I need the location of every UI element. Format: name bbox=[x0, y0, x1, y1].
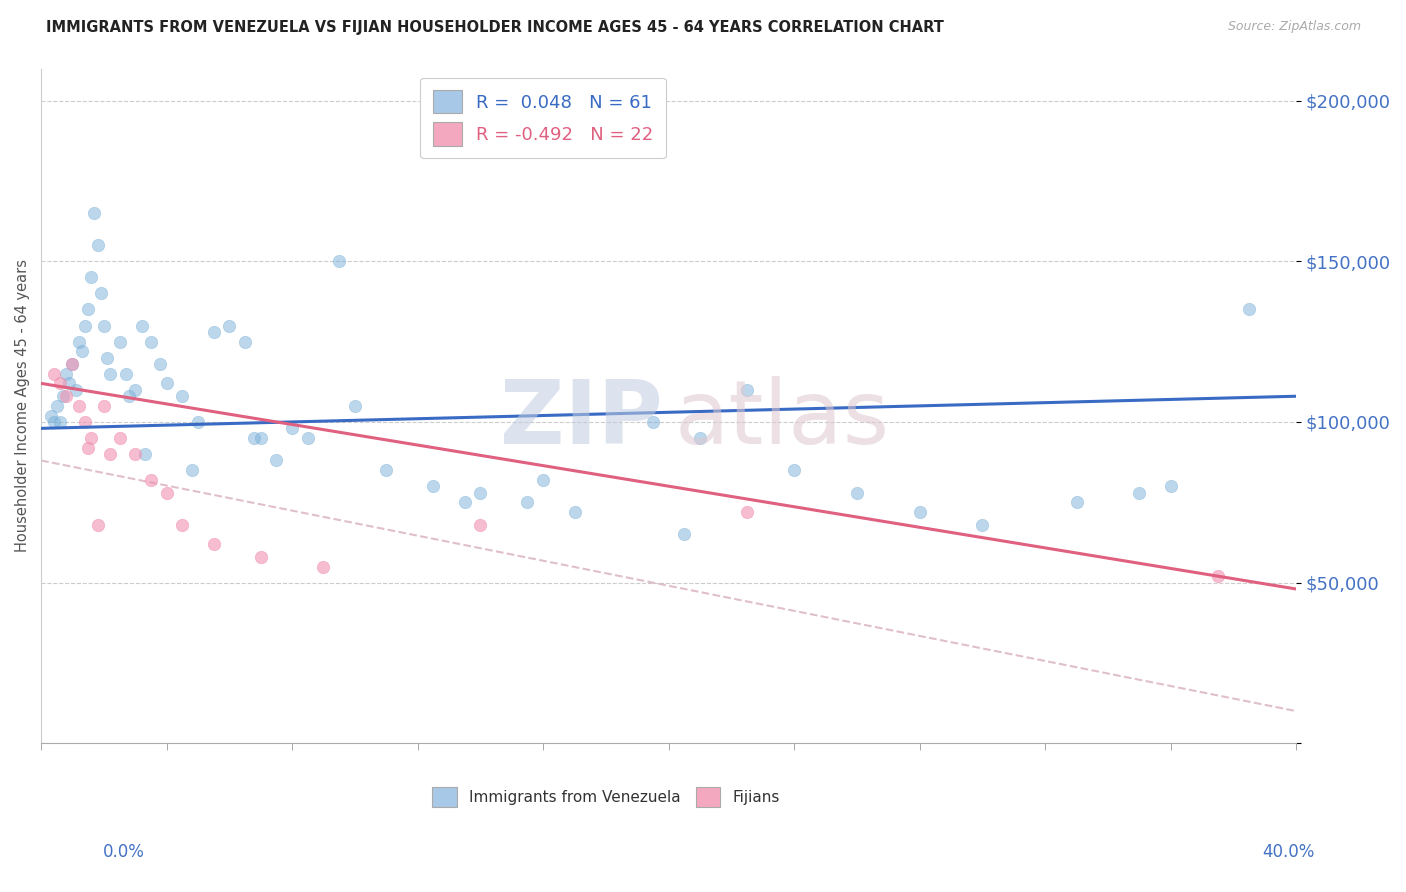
Point bbox=[149, 357, 172, 371]
Point bbox=[908, 505, 931, 519]
Point bbox=[1128, 485, 1150, 500]
Point bbox=[118, 389, 141, 403]
Text: IMMIGRANTS FROM VENEZUELA VS FIJIAN HOUSEHOLDER INCOME AGES 45 - 64 YEARS CORREL: IMMIGRANTS FROM VENEZUELA VS FIJIAN HOUS… bbox=[46, 20, 945, 35]
Point bbox=[1066, 495, 1088, 509]
Point bbox=[218, 318, 240, 333]
Point bbox=[187, 415, 209, 429]
Point bbox=[131, 318, 153, 333]
Point bbox=[70, 344, 93, 359]
Point bbox=[55, 389, 77, 403]
Point bbox=[531, 473, 554, 487]
Point bbox=[673, 527, 696, 541]
Point bbox=[470, 517, 492, 532]
Point bbox=[297, 431, 319, 445]
Point bbox=[156, 485, 179, 500]
Point bbox=[172, 389, 194, 403]
Point bbox=[564, 505, 586, 519]
Text: 40.0%: 40.0% bbox=[1263, 843, 1315, 861]
Point bbox=[98, 367, 121, 381]
Point bbox=[243, 431, 266, 445]
Point bbox=[52, 389, 75, 403]
Point bbox=[249, 431, 271, 445]
Point bbox=[422, 479, 444, 493]
Point bbox=[98, 447, 121, 461]
Point bbox=[62, 357, 84, 371]
Text: Source: ZipAtlas.com: Source: ZipAtlas.com bbox=[1227, 20, 1361, 33]
Point bbox=[90, 286, 112, 301]
Point bbox=[249, 549, 271, 564]
Point bbox=[134, 447, 156, 461]
Text: atlas: atlas bbox=[675, 376, 890, 463]
Point bbox=[972, 517, 994, 532]
Point bbox=[108, 334, 131, 349]
Text: ZIP: ZIP bbox=[499, 376, 662, 463]
Point bbox=[67, 399, 90, 413]
Point bbox=[689, 431, 711, 445]
Point bbox=[42, 367, 65, 381]
Point bbox=[42, 415, 65, 429]
Point bbox=[124, 447, 146, 461]
Point bbox=[86, 517, 108, 532]
Point bbox=[83, 206, 105, 220]
Point bbox=[49, 376, 72, 391]
Point bbox=[93, 318, 115, 333]
Legend: Immigrants from Venezuela, Fijians: Immigrants from Venezuela, Fijians bbox=[426, 781, 786, 814]
Point bbox=[77, 302, 100, 317]
Point bbox=[641, 415, 664, 429]
Point bbox=[77, 441, 100, 455]
Point bbox=[86, 238, 108, 252]
Point bbox=[202, 537, 225, 551]
Point bbox=[96, 351, 118, 365]
Point bbox=[202, 325, 225, 339]
Point bbox=[45, 399, 67, 413]
Point bbox=[80, 270, 103, 285]
Point bbox=[73, 318, 96, 333]
Point bbox=[470, 485, 492, 500]
Y-axis label: Householder Income Ages 45 - 64 years: Householder Income Ages 45 - 64 years bbox=[15, 260, 30, 552]
Point bbox=[281, 421, 304, 435]
Point bbox=[180, 463, 202, 477]
Point bbox=[735, 383, 758, 397]
Point bbox=[454, 495, 477, 509]
Point bbox=[845, 485, 868, 500]
Point bbox=[114, 367, 136, 381]
Point bbox=[73, 415, 96, 429]
Point bbox=[93, 399, 115, 413]
Point bbox=[1160, 479, 1182, 493]
Point bbox=[172, 517, 194, 532]
Point bbox=[735, 505, 758, 519]
Point bbox=[49, 415, 72, 429]
Point bbox=[1206, 569, 1229, 583]
Point bbox=[375, 463, 398, 477]
Text: 0.0%: 0.0% bbox=[103, 843, 145, 861]
Point bbox=[139, 473, 162, 487]
Point bbox=[266, 453, 288, 467]
Point bbox=[62, 357, 84, 371]
Point bbox=[233, 334, 256, 349]
Point bbox=[80, 431, 103, 445]
Point bbox=[39, 409, 62, 423]
Point bbox=[516, 495, 538, 509]
Point bbox=[108, 431, 131, 445]
Point bbox=[58, 376, 80, 391]
Point bbox=[156, 376, 179, 391]
Point bbox=[124, 383, 146, 397]
Point bbox=[65, 383, 87, 397]
Point bbox=[328, 254, 350, 268]
Point bbox=[67, 334, 90, 349]
Point bbox=[55, 367, 77, 381]
Point bbox=[139, 334, 162, 349]
Point bbox=[1237, 302, 1260, 317]
Point bbox=[783, 463, 806, 477]
Point bbox=[343, 399, 366, 413]
Point bbox=[312, 559, 335, 574]
